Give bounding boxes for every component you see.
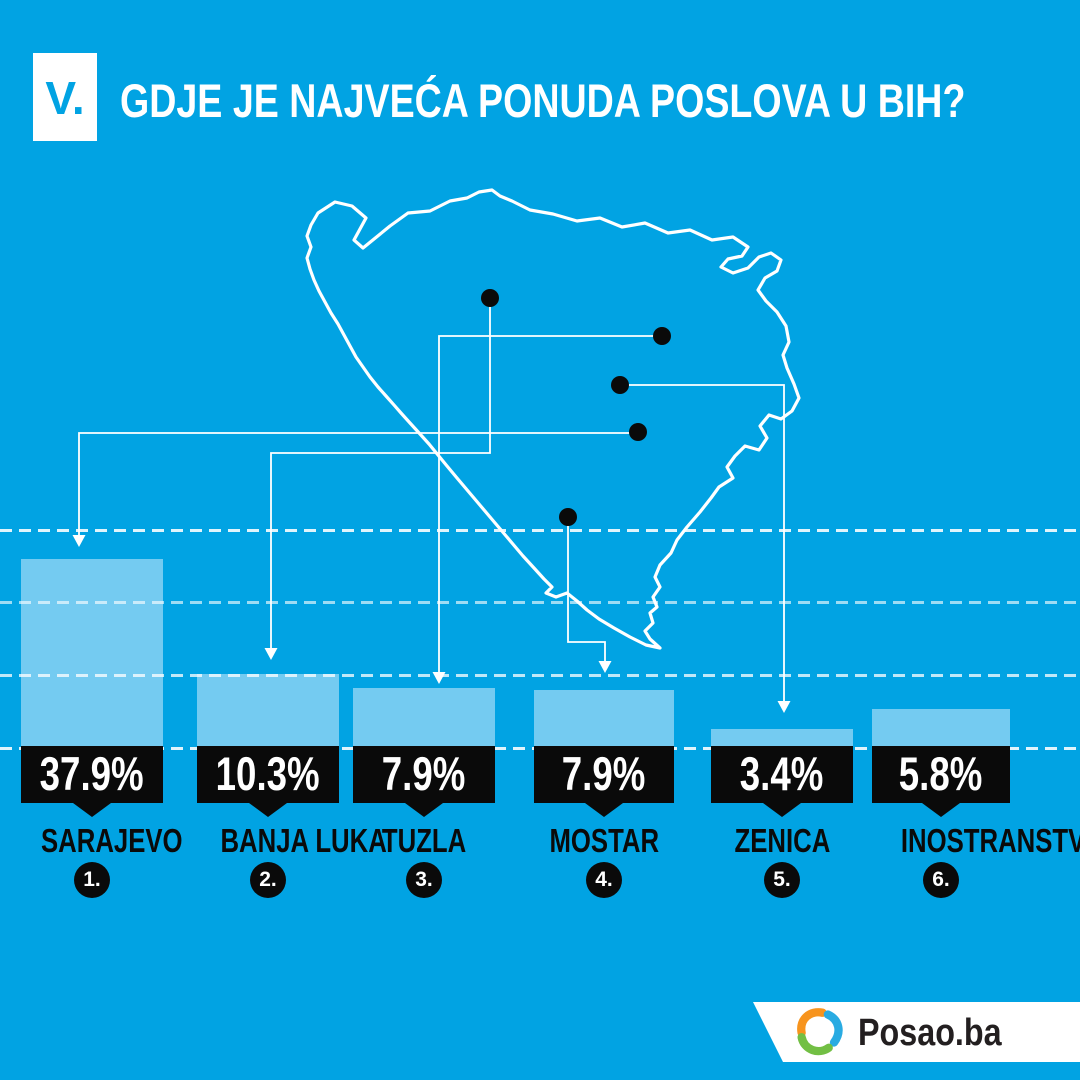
section-number: V. — [45, 72, 85, 124]
brand-name: Posao.ba — [858, 1012, 1002, 1054]
value-label: 7.9% — [562, 747, 646, 800]
gridline — [0, 601, 1080, 604]
bar-column-mostar: 7.9% MOSTAR 4. — [534, 0, 674, 1080]
bar-inostranstvo — [872, 709, 1010, 746]
bar-sarajevo — [21, 559, 163, 746]
bar-banja-luka — [197, 674, 339, 746]
rank-badge: 6. — [923, 862, 959, 898]
city-label: ZENICA — [734, 822, 830, 859]
bar-tuzla — [353, 688, 495, 746]
value-label: 3.4% — [740, 747, 824, 800]
bar-column-sarajevo: 37.9% SARAJEVO 1. — [21, 0, 183, 1080]
rank-badge: 2. — [250, 862, 286, 898]
city-label: SARAJEVO — [40, 822, 183, 859]
city-label: TUZLA — [381, 822, 467, 859]
section-number-badge: V. — [33, 53, 97, 141]
value-callout: 7.9% — [534, 746, 674, 817]
value-label: 5.8% — [899, 747, 983, 800]
bar-column-tuzla: 7.9% TUZLA 3. — [353, 0, 495, 1080]
bar-mostar — [534, 690, 674, 746]
posao-logo-icon — [797, 1008, 843, 1056]
gridline — [0, 674, 1080, 677]
value-label: 37.9% — [40, 747, 144, 800]
gridline — [0, 529, 1080, 532]
bar-zenica — [711, 729, 853, 746]
city-label: MOSTAR — [549, 822, 660, 859]
rank-badge: 5. — [764, 862, 800, 898]
city-label: INOSTRANSTVO — [900, 822, 1080, 859]
bar-column-zenica: 3.4% ZENICA 5. — [711, 0, 853, 1080]
value-callout: 7.9% — [353, 746, 495, 817]
rank-badge: 1. — [74, 862, 110, 898]
value-callout: 10.3% — [197, 746, 339, 817]
footer-brand-band: Posao.ba — [753, 1002, 1080, 1062]
rank-badge: 3. — [406, 862, 442, 898]
city-label: BANJA LUKA — [220, 822, 387, 859]
value-label: 10.3% — [216, 747, 320, 800]
value-callout: 3.4% — [711, 746, 853, 817]
value-label: 7.9% — [382, 747, 466, 800]
value-callout: 5.8% — [872, 746, 1010, 817]
page-title: GDJE JE NAJVEĆA PONUDA POSLOVA U BIH? — [120, 74, 966, 127]
rank-badge: 4. — [586, 862, 622, 898]
value-callout: 37.9% — [21, 746, 163, 817]
bar-column-banja-luka: 10.3% BANJA LUKA 2. — [197, 0, 387, 1080]
bar-column-inostranstvo: 5.8% INOSTRANSTVO 6. — [872, 0, 1080, 1080]
